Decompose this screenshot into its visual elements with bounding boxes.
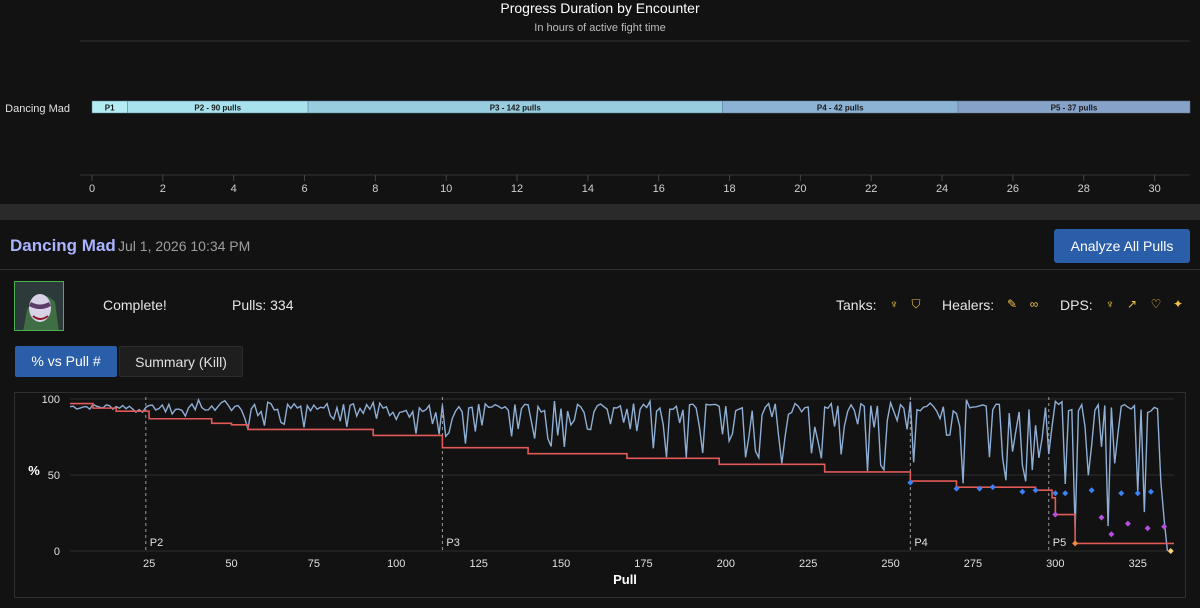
section-divider	[0, 204, 1200, 220]
encounter-header: Dancing Mad Jul 1, 2026 10:34 PM Analyze…	[0, 220, 1200, 270]
duration-x-tick-label: 24	[936, 183, 948, 195]
tanks-label: Tanks:	[836, 297, 877, 313]
duration-bar-label-p1: P1	[105, 104, 115, 113]
duration-x-tick-label: 8	[372, 183, 378, 195]
duration-bar-p5[interactable]	[957, 100, 1191, 114]
duration-x-tick-label: 30	[1148, 183, 1160, 195]
duration-bar-label-p2: P2 - 90 pulls	[194, 104, 241, 113]
bard-job-icon: ♡	[1150, 297, 1162, 311]
duration-x-tick-label: 26	[1007, 183, 1019, 195]
duration-x-tick-label: 4	[231, 183, 237, 195]
pull-count: Pulls: 334	[232, 297, 294, 313]
dragoon-job-icon: ↗	[1126, 297, 1138, 311]
completion-status: Complete!	[103, 297, 167, 313]
duration-chart-panel: Progress Duration by Encounter In hours …	[0, 0, 1200, 204]
tab-summary-kill[interactable]: Summary (Kill)	[119, 346, 243, 377]
duration-x-tick-label: 12	[511, 183, 523, 195]
samurai-job-icon: ✦	[1172, 297, 1184, 311]
duration-x-tick-label: 0	[89, 183, 95, 195]
duration-x-tick-label: 16	[653, 183, 665, 195]
sage-job-icon: ∞	[1029, 297, 1039, 311]
duration-bar-label-p5: P5 - 37 pulls	[1051, 104, 1098, 113]
tab-percent-vs-pull[interactable]: % vs Pull #	[15, 346, 117, 377]
duration-x-tick-label: 20	[794, 183, 806, 195]
duration-x-tick-label: 14	[582, 183, 594, 195]
healers-label: Healers:	[942, 297, 995, 313]
duration-x-tick-label: 22	[865, 183, 877, 195]
duration-x-tick-label: 28	[1078, 183, 1090, 195]
warrior-job-icon: ♆	[889, 297, 899, 311]
scholar-job-icon: ✎	[1006, 297, 1018, 311]
duration-bar-label-p3: P3 - 142 pulls	[490, 104, 542, 113]
duration-x-tick-label: 10	[440, 183, 452, 195]
duration-row-label: Dancing Mad	[5, 103, 70, 115]
duration-x-tick-label: 6	[301, 183, 307, 195]
encounter-datetime: Jul 1, 2026 10:34 PM	[118, 238, 251, 254]
duration-x-tick-label: 18	[723, 183, 735, 195]
paladin-job-icon: ⛉	[911, 297, 921, 311]
duration-chart-title: Progress Duration by Encounter	[500, 0, 700, 16]
duration-chart-subtitle: In hours of active fight time	[534, 22, 666, 34]
boss-avatar	[14, 281, 64, 331]
duration-chart: Dancing Mad P1 P2 - 90 pulls P3 - 142 pull…	[5, 40, 1191, 195]
analyze-all-pulls-button[interactable]: Analyze All Pulls	[1054, 229, 1190, 263]
encounter-name[interactable]: Dancing Mad	[10, 236, 116, 255]
duration-x-tick-label: 2	[160, 183, 166, 195]
duration-bar-label-p4: P4 - 42 pulls	[817, 104, 864, 113]
ninja-job-icon: ♆	[1105, 297, 1115, 311]
dps-label: DPS:	[1060, 297, 1093, 313]
pull-chart-frame	[14, 392, 1186, 598]
